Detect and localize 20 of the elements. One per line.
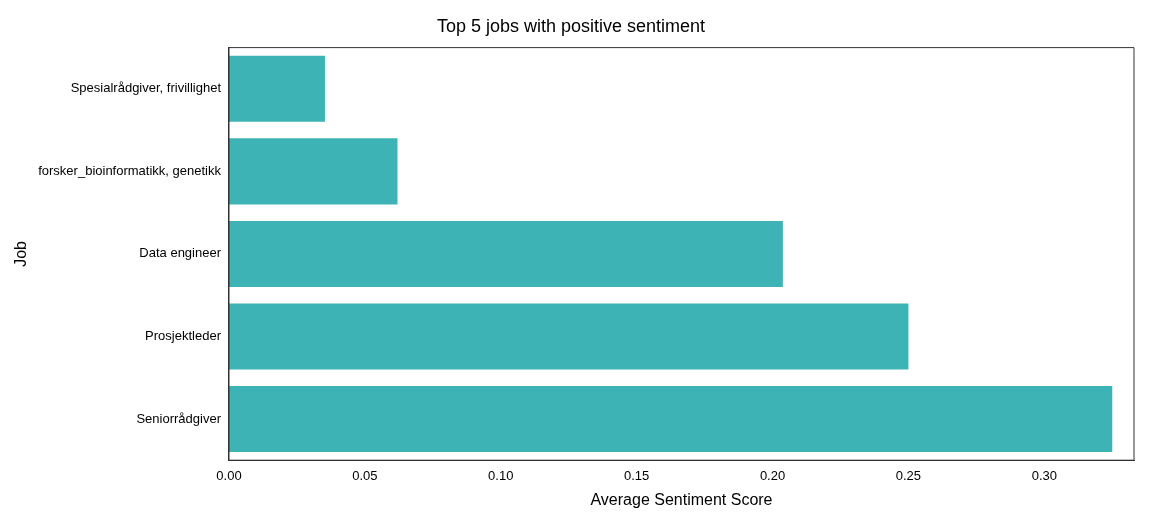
- y-axis-title: Job: [12, 240, 30, 267]
- x-tick-label: 0.20: [759, 467, 786, 483]
- x-tick-label: 0.10: [488, 467, 514, 483]
- y-tick-label: forsker_bioinformatikk, genetikk: [38, 162, 222, 178]
- x-tick-label: 0.30: [1031, 467, 1057, 483]
- chart-title: Top 5 jobs with positive sentiment: [436, 15, 706, 36]
- x-tick-label: 0.00: [216, 467, 242, 483]
- y-tick-label: Spesialrådgiver, frivillighet: [70, 80, 222, 96]
- bar: [229, 303, 909, 370]
- x-tick-label: 0.25: [895, 467, 922, 483]
- y-tick-label: Prosjektleder: [145, 328, 222, 343]
- bar: [229, 55, 325, 122]
- bar: [229, 138, 398, 205]
- x-tick-label: 0.05: [352, 467, 378, 483]
- x-tick-label: 0.15: [624, 467, 650, 483]
- bar: [229, 220, 783, 287]
- y-tick-label: Data engineer: [139, 245, 222, 261]
- y-tick-label: Seniorrådgiver: [136, 410, 222, 426]
- x-axis-title: Average Sentiment Score: [590, 490, 773, 508]
- bar: [229, 385, 1113, 452]
